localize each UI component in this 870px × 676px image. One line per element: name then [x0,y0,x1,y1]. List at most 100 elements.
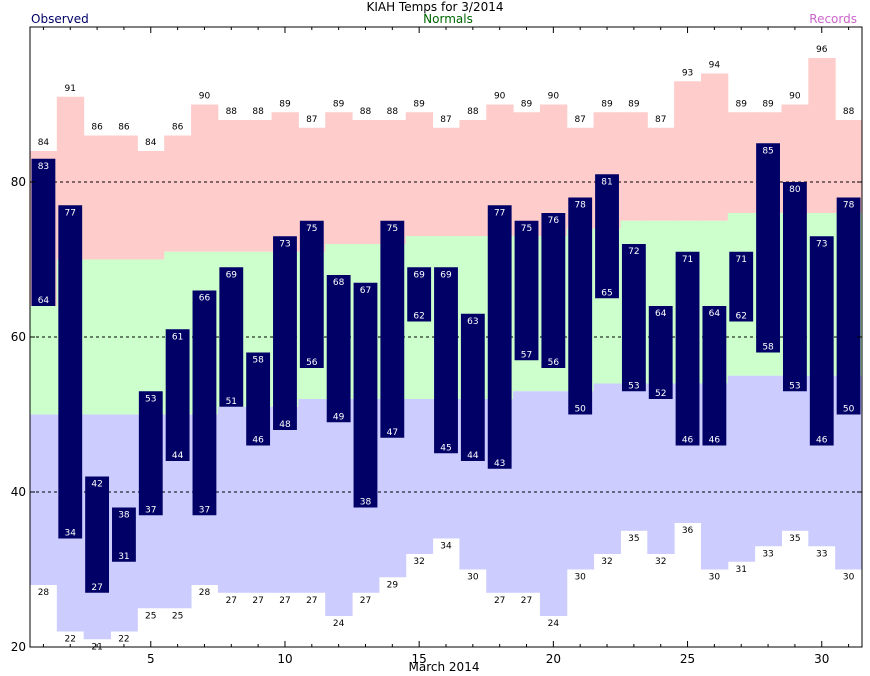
record-low-label: 22 [65,635,76,645]
record-low-label: 35 [628,534,639,544]
observed-high-label: 78 [843,201,855,211]
record-high-label: 88 [252,107,264,117]
record-high-band [727,112,756,213]
observed-bar [648,306,673,399]
x-tick-label: 30 [814,652,829,666]
observed-low-label: 34 [65,529,77,539]
observed-bar [353,282,378,508]
observed-bar [702,306,727,446]
record-high-label: 89 [601,99,613,109]
record-high-band [83,135,112,260]
x-tick-label: 15 [412,652,427,666]
data-labels: 8364842877349122422786213831862253378425… [38,45,855,652]
x-tick-label: 10 [277,652,292,666]
record-low-label: 33 [762,549,773,559]
observed-bars [31,143,861,593]
record-low-label: 27 [521,596,532,606]
observed-low-label: 50 [843,405,855,415]
observed-high-label: 68 [333,278,345,288]
observed-low-label: 38 [360,498,372,508]
record-low-label: 27 [360,596,371,606]
x-tick-label: 20 [546,652,561,666]
observed-high-label: 61 [172,332,183,342]
observed-bar [85,476,110,593]
observed-high-label: 53 [145,394,156,404]
observed-low-label: 48 [279,420,291,430]
observed-low-label: 37 [199,505,210,515]
record-high-band [808,58,836,213]
record-high-label: 86 [172,123,184,133]
record-high-label: 89 [628,99,640,109]
observed-low-label: 46 [682,436,694,446]
observed-bar [729,251,754,322]
observed-bar [138,391,163,516]
observed-high-label: 64 [709,309,721,319]
observed-low-label: 43 [494,459,505,469]
observed-low-label: 62 [735,312,746,322]
record-high-band [110,135,138,260]
axis-ticks: 20 40 60 80 5 10 15 20 25 30 [11,27,862,666]
record-high-label: 90 [199,92,211,102]
record-high-band [244,120,273,252]
record-low-band [539,391,568,616]
record-high-label: 90 [494,92,506,102]
observed-bar [219,267,244,407]
record-low-label: 28 [38,588,50,598]
record-low-label: 24 [548,619,560,629]
record-high-label: 89 [413,99,425,109]
record-high-label: 96 [816,45,828,55]
record-high-band [700,73,729,221]
record-high-label: 84 [145,138,157,148]
observed-low-label: 49 [333,412,345,422]
observed-low-label: 46 [709,436,721,446]
observed-low-label: 52 [655,389,666,399]
record-high-label: 90 [789,92,801,102]
record-high-band [405,112,434,237]
observed-bar [299,220,324,368]
record-low-label: 36 [682,526,694,536]
observed-high-label: 67 [360,286,371,296]
record-low-band [271,406,299,593]
record-low-band [298,399,326,593]
record-high-band [459,120,487,237]
observed-high-label: 83 [38,162,49,172]
observed-low-label: 44 [172,451,184,461]
record-low-band [405,399,434,554]
observed-low-label: 46 [816,436,828,446]
record-high-label: 87 [306,115,317,125]
record-low-band [30,414,58,585]
observed-high-label: 78 [574,201,586,211]
observed-bar [434,267,458,454]
record-low-label: 24 [333,619,345,629]
legend-records: Records [809,12,857,26]
observed-low-label: 45 [440,443,451,453]
record-low-label: 32 [413,557,424,567]
record-high-label: 84 [38,138,50,148]
observed-high-label: 58 [252,356,264,366]
observed-low-label: 57 [521,350,532,360]
observed-bar [31,158,56,306]
legend-observed: Observed [31,12,89,26]
record-low-label: 32 [655,557,666,567]
observed-low-label: 51 [226,397,237,407]
observed-high-label: 85 [762,146,773,156]
record-low-label: 30 [709,573,721,583]
observed-high-label: 77 [494,208,505,218]
record-low-label: 22 [118,635,129,645]
record-low-label: 27 [279,596,290,606]
record-high-label: 91 [65,84,76,94]
observed-bar [675,251,700,446]
record-high-label: 89 [333,99,345,109]
record-high-label: 89 [279,99,291,109]
observed-bar [326,275,351,423]
record-low-band [325,399,353,616]
record-low-label: 28 [199,588,211,598]
observed-low-label: 56 [306,358,318,368]
observed-low-label: 44 [467,451,479,461]
record-high-label: 93 [682,68,693,78]
record-high-band [137,151,165,260]
observed-low-label: 46 [252,436,264,446]
record-low-label: 27 [306,596,317,606]
observed-high-label: 63 [467,317,478,327]
observed-low-label: 37 [145,505,156,515]
